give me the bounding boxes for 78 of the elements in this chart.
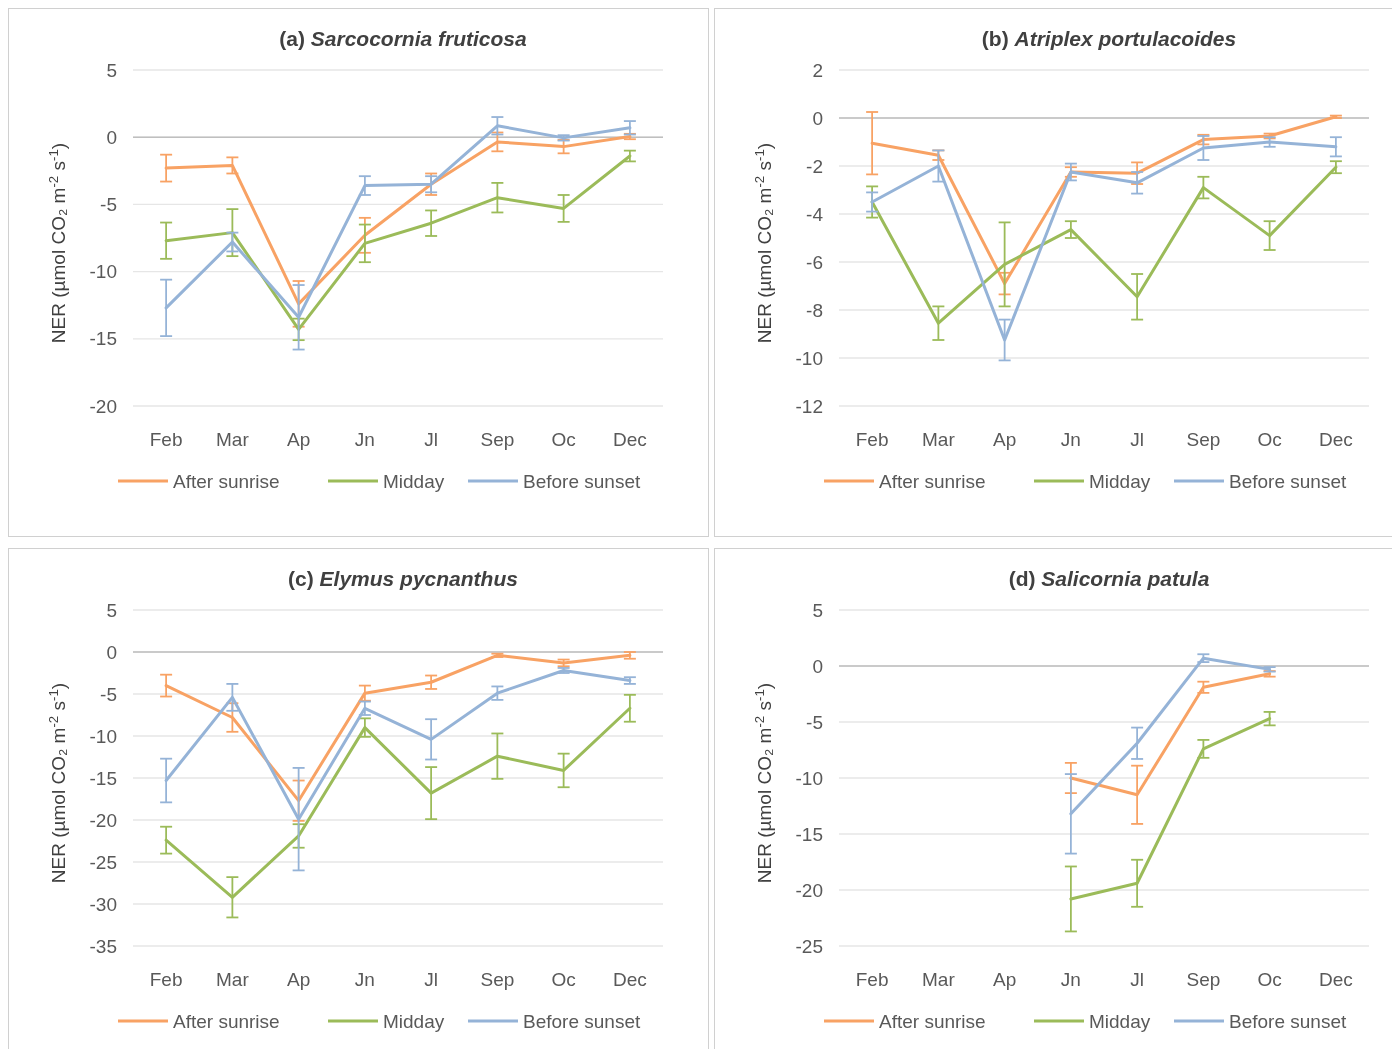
y-tick-label: 5: [812, 599, 823, 621]
y-tick-label: -5: [100, 194, 117, 216]
legend-label: Midday: [383, 470, 445, 492]
chart-title: (c) Elymus pycnanthus: [288, 567, 518, 590]
y-tick-label: -10: [795, 767, 823, 789]
x-tick-label: Dec: [612, 969, 647, 990]
x-tick-label: Ap: [993, 429, 1017, 450]
y-tick-label: -5: [806, 711, 823, 733]
x-tick-label: Ap: [993, 969, 1017, 990]
legend-label: After sunrise: [879, 470, 986, 492]
y-tick-label: -20: [795, 879, 823, 901]
x-tick-label: Mar: [216, 429, 250, 450]
y-tick-label: 2: [812, 59, 823, 81]
y-tick-label: -30: [89, 893, 117, 915]
y-tick-label: -15: [89, 767, 117, 789]
legend-label: Before sunset: [523, 470, 641, 492]
y-tick-label: -8: [806, 299, 823, 321]
x-tick-label: Feb: [855, 429, 889, 450]
x-tick-label: Oc: [551, 429, 576, 450]
x-tick-label: Dec: [612, 429, 647, 450]
y-tick-label: 0: [106, 641, 117, 663]
y-tick-label: 0: [812, 655, 823, 677]
y-tick-label: -20: [89, 395, 117, 417]
y-tick-label: -10: [89, 725, 117, 747]
y-tick-label: -10: [89, 261, 117, 283]
legend-label: After sunrise: [173, 470, 280, 492]
x-tick-label: Oc: [551, 969, 576, 990]
y-tick-label: 0: [106, 126, 117, 148]
y-tick-label: -15: [795, 823, 823, 845]
x-tick-label: Feb: [149, 969, 183, 990]
legend-label: Before sunset: [523, 1010, 641, 1032]
x-tick-label: Jl: [424, 969, 438, 990]
x-tick-label: Oc: [1257, 429, 1282, 450]
x-tick-label: Sep: [1186, 429, 1221, 450]
legend-label: After sunrise: [173, 1010, 280, 1032]
y-tick-label: -25: [795, 935, 823, 957]
y-tick-label: -20: [89, 809, 117, 831]
x-tick-label: Jl: [424, 429, 438, 450]
y-tick-label: -15: [89, 328, 117, 350]
y-tick-label: -12: [795, 395, 823, 417]
x-tick-label: Feb: [149, 429, 183, 450]
chart-title: (b) Atriplex portulacoides: [981, 27, 1237, 50]
x-tick-label: Mar: [216, 969, 250, 990]
y-tick-label: -35: [89, 935, 117, 957]
x-tick-label: Sep: [480, 969, 515, 990]
legend-label: Midday: [1089, 470, 1151, 492]
x-tick-label: Jl: [1130, 969, 1144, 990]
legend-label: Midday: [383, 1010, 445, 1032]
y-tick-label: 5: [106, 59, 117, 81]
y-tick-label: -5: [100, 683, 117, 705]
legend-label: After sunrise: [879, 1010, 986, 1032]
x-tick-label: Jn: [354, 969, 375, 990]
y-tick-label: -4: [806, 203, 824, 225]
chart-title: (a) Sarcocornia fruticosa: [279, 27, 528, 50]
x-tick-label: Sep: [480, 429, 515, 450]
y-tick-label: -10: [795, 347, 823, 369]
x-tick-label: Jn: [1060, 969, 1081, 990]
x-tick-label: Feb: [855, 969, 889, 990]
x-tick-label: Oc: [1257, 969, 1282, 990]
legend-label: Midday: [1089, 1010, 1151, 1032]
y-tick-label: 5: [106, 599, 117, 621]
x-tick-label: Dec: [1318, 969, 1353, 990]
y-tick-label: -2: [806, 155, 823, 177]
x-tick-label: Sep: [1186, 969, 1221, 990]
chart-title: (d) Salicornia patula: [1008, 567, 1210, 590]
y-tick-label: -6: [806, 251, 823, 273]
y-tick-label: 0: [812, 107, 823, 129]
x-tick-label: Jl: [1130, 429, 1144, 450]
x-tick-label: Mar: [922, 429, 956, 450]
y-tick-label: -25: [89, 851, 117, 873]
x-tick-label: Ap: [287, 429, 311, 450]
x-tick-label: Jn: [1060, 429, 1081, 450]
legend-label: Before sunset: [1229, 1010, 1347, 1032]
legend-label: Before sunset: [1229, 470, 1347, 492]
x-tick-label: Mar: [922, 969, 956, 990]
x-tick-label: Dec: [1318, 429, 1353, 450]
x-tick-label: Jn: [354, 429, 375, 450]
x-tick-label: Ap: [287, 969, 311, 990]
